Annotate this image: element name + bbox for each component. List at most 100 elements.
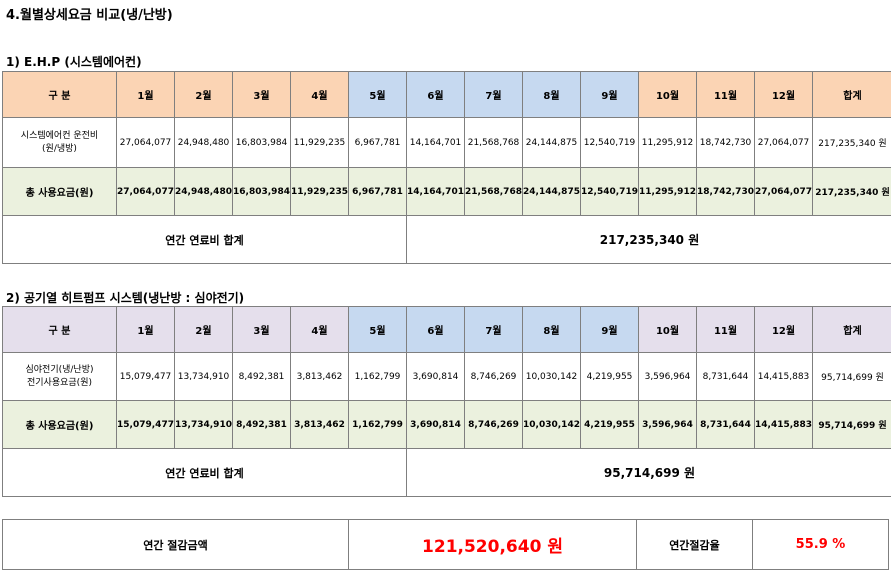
value-cell: 1,162,799: [348, 400, 407, 449]
value-cell: 27,064,077: [754, 117, 813, 168]
total-row: 총 사용요금(원) 15,079,477 13,734,910 8,492,38…: [2, 400, 891, 449]
value-cell: 16,803,984: [232, 167, 291, 216]
header-cell: 7월: [464, 306, 523, 353]
header-cell: 9월: [580, 71, 639, 118]
value-cell: 13,734,910: [174, 352, 233, 401]
annual-value: 95,714,699 원: [406, 448, 891, 497]
savings-rate-label: 연간절감율: [636, 519, 753, 570]
header-cell: 3월: [232, 306, 291, 353]
header-cell: 11월: [696, 71, 755, 118]
savings-label: 연간 절감금액: [2, 519, 349, 570]
value-cell: 11,295,912: [638, 117, 697, 168]
value-cell: 24,144,875: [522, 167, 581, 216]
total-row: 총 사용요금(원) 27,064,077 24,948,480 16,803,9…: [2, 167, 891, 216]
section2-table: 구 분 1월 2월 3월 4월 5월 6월 7월 8월 9월 10월 11월 1…: [2, 306, 891, 497]
value-cell: 21,568,768: [464, 167, 523, 216]
annual-label: 연간 연료비 합계: [2, 448, 407, 497]
savings-rate-value: 55.9 %: [752, 519, 889, 570]
header-cell: 2월: [174, 71, 233, 118]
value-cell: 27,064,077: [116, 167, 175, 216]
value-cell: 14,415,883: [754, 400, 813, 449]
annual-row: 연간 연료비 합계 217,235,340 원: [2, 215, 891, 264]
value-cell: 12,540,719: [580, 117, 639, 168]
value-cell: 10,030,142: [522, 400, 581, 449]
value-cell: 16,803,984: [232, 117, 291, 168]
value-cell: 27,064,077: [754, 167, 813, 216]
value-cell: 24,948,480: [174, 167, 233, 216]
savings-value: 121,520,640 원: [348, 519, 637, 570]
value-cell: 6,967,781: [348, 117, 407, 168]
header-cell: 구 분: [2, 306, 117, 353]
value-cell: 27,064,077: [116, 117, 175, 168]
row-label-line: 전기사용요금(원): [27, 377, 92, 388]
annual-row: 연간 연료비 합계 95,714,699 원: [2, 448, 891, 497]
value-cell: 14,415,883: [754, 352, 813, 401]
value-cell: 15,079,477: [116, 400, 175, 449]
value-cell: 18,742,730: [696, 117, 755, 168]
header-cell: 4월: [290, 306, 349, 353]
table-row: 심야전기(냉/난방) 전기사용요금(원) 15,079,477 13,734,9…: [2, 352, 891, 401]
value-cell: 8,492,381: [232, 400, 291, 449]
value-cell: 3,596,964: [638, 400, 697, 449]
header-cell: 10월: [638, 71, 697, 118]
header-cell: 8월: [522, 306, 581, 353]
value-cell: 24,144,875: [522, 117, 581, 168]
value-cell: 18,742,730: [696, 167, 755, 216]
value-cell: 3,813,462: [290, 352, 349, 401]
value-cell: 21,568,768: [464, 117, 523, 168]
value-cell: 1,162,799: [348, 352, 407, 401]
annual-value: 217,235,340 원: [406, 215, 891, 264]
total-cell: 95,714,699 원: [812, 400, 891, 449]
table-row: 시스템에어컨 운전비 (원/냉방) 27,064,077 24,948,480 …: [2, 117, 891, 168]
header-cell: 8월: [522, 71, 581, 118]
header-cell: 9월: [580, 306, 639, 353]
value-cell: 11,929,235: [290, 167, 349, 216]
value-cell: 8,731,644: [696, 352, 755, 401]
total-cell: 217,235,340 원: [812, 117, 891, 168]
total-cell: 95,714,699 원: [812, 352, 891, 401]
section1-table: 구 분 1월 2월 3월 4월 5월 6월 7월 8월 9월 10월 11월 1…: [2, 71, 891, 264]
header-cell: 구 분: [2, 71, 117, 118]
value-cell: 14,164,701: [406, 117, 465, 168]
value-cell: 3,690,814: [406, 352, 465, 401]
header-cell: 2월: [174, 306, 233, 353]
header-cell: 5월: [348, 71, 407, 118]
row-label-line: 심야전기(냉/난방): [25, 364, 94, 375]
header-cell: 11월: [696, 306, 755, 353]
header-cell: 1월: [116, 306, 175, 353]
row-label-line: (원/냉방): [42, 143, 77, 154]
annual-label: 연간 연료비 합계: [2, 215, 407, 264]
row-label: 심야전기(냉/난방) 전기사용요금(원): [2, 352, 117, 401]
value-cell: 8,731,644: [696, 400, 755, 449]
value-cell: 4,219,955: [580, 352, 639, 401]
row-label: 총 사용요금(원): [2, 400, 117, 449]
row-label: 총 사용요금(원): [2, 167, 117, 216]
value-cell: 14,164,701: [406, 167, 465, 216]
value-cell: 3,690,814: [406, 400, 465, 449]
header-cell: 합계: [812, 306, 891, 353]
value-cell: 11,929,235: [290, 117, 349, 168]
header-cell: 5월: [348, 306, 407, 353]
header-cell: 합계: [812, 71, 891, 118]
value-cell: 8,746,269: [464, 400, 523, 449]
header-cell: 4월: [290, 71, 349, 118]
total-cell: 217,235,340 원: [812, 167, 891, 216]
savings-table: 연간 절감금액 121,520,640 원 연간절감율 55.9 %: [2, 519, 889, 570]
row-label: 시스템에어컨 운전비 (원/냉방): [2, 117, 117, 168]
header-cell: 3월: [232, 71, 291, 118]
row-label-line: 시스템에어컨 운전비: [20, 130, 99, 141]
section1-header-row: 구 분 1월 2월 3월 4월 5월 6월 7월 8월 9월 10월 11월 1…: [2, 71, 891, 118]
value-cell: 24,948,480: [174, 117, 233, 168]
value-cell: 13,734,910: [174, 400, 233, 449]
header-cell: 1월: [116, 71, 175, 118]
header-cell: 6월: [406, 71, 465, 118]
savings-row: 연간 절감금액 121,520,640 원 연간절감율 55.9 %: [2, 519, 889, 570]
value-cell: 8,492,381: [232, 352, 291, 401]
value-cell: 8,746,269: [464, 352, 523, 401]
value-cell: 3,596,964: [638, 352, 697, 401]
value-cell: 3,813,462: [290, 400, 349, 449]
header-cell: 12월: [754, 306, 813, 353]
header-cell: 7월: [464, 71, 523, 118]
header-cell: 12월: [754, 71, 813, 118]
page-title: 4.월별상세요금 비교(냉/난방): [6, 8, 173, 23]
